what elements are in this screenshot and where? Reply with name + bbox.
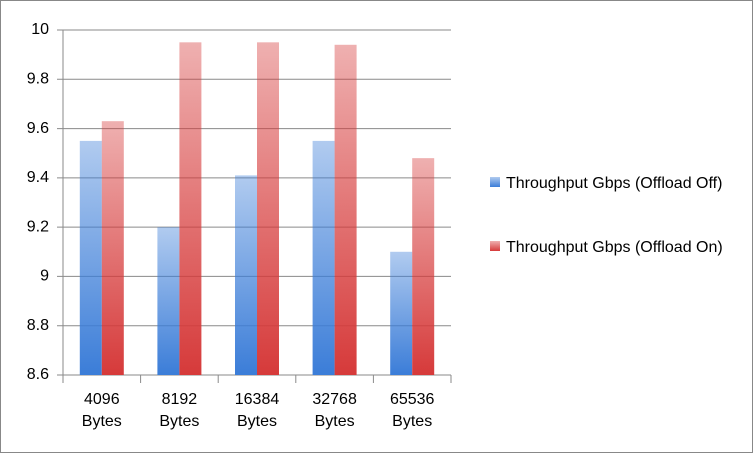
y-tick-label: 10 bbox=[31, 21, 49, 38]
bar bbox=[312, 140, 335, 375]
bar bbox=[101, 121, 124, 375]
bar bbox=[235, 175, 257, 375]
legend-swatch bbox=[490, 241, 500, 251]
y-tick-label: 9 bbox=[40, 268, 49, 285]
y-tick-label: 9.4 bbox=[27, 169, 49, 186]
bar bbox=[157, 227, 180, 375]
bar bbox=[179, 42, 202, 375]
x-tick-label: 16384 Bytes bbox=[234, 391, 280, 430]
y-tick-label: 8.6 bbox=[27, 366, 49, 383]
y-tick-label: 9.2 bbox=[27, 218, 49, 235]
x-tick-label: 32768 Bytes bbox=[312, 391, 357, 430]
legend-label: Throughput Gbps (Offload On) bbox=[506, 239, 723, 256]
bar bbox=[79, 140, 102, 375]
x-tick-label: 4096 Bytes bbox=[81, 391, 122, 430]
y-tick-label: 8.8 bbox=[27, 317, 49, 334]
bar bbox=[257, 42, 279, 375]
bar bbox=[390, 251, 413, 375]
bar bbox=[334, 44, 357, 376]
legend-label: Throughput Gbps (Offload Off) bbox=[506, 175, 723, 192]
x-tick-label: 8192 Bytes bbox=[159, 391, 200, 430]
y-tick-label: 9.8 bbox=[27, 71, 49, 88]
y-tick-label: 9.6 bbox=[27, 120, 49, 137]
legend-swatch bbox=[490, 177, 500, 187]
bar bbox=[412, 158, 435, 375]
x-tick-label: 65536 Bytes bbox=[389, 391, 435, 430]
